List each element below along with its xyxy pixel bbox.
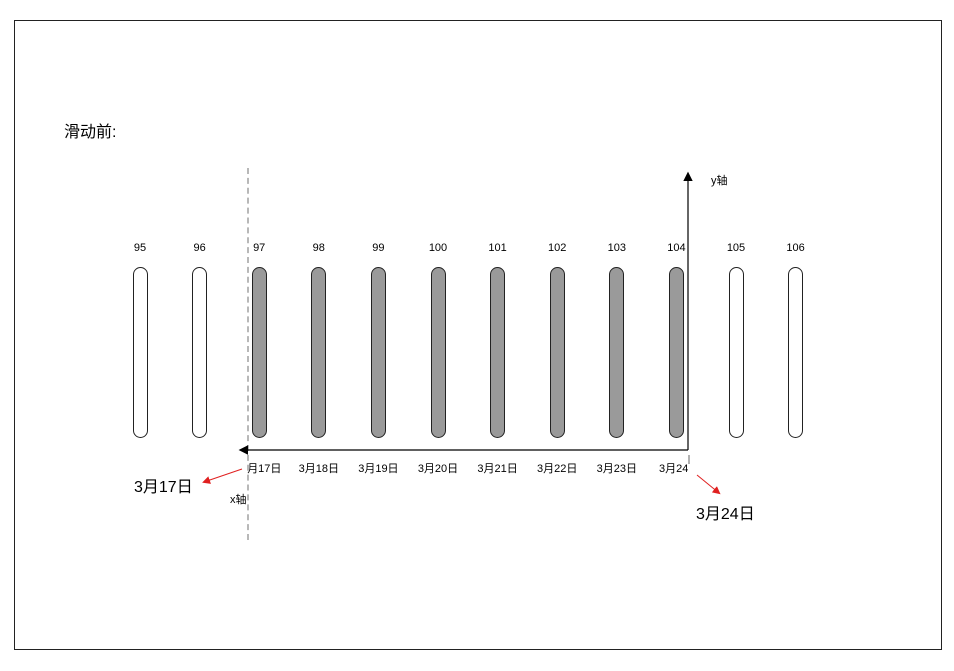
item-bar: [192, 267, 208, 438]
diagram-frame: [14, 20, 942, 650]
diagram-title: 滑动前:: [64, 124, 117, 141]
item-number: 102: [548, 242, 567, 254]
item-bar: [370, 267, 386, 438]
item-number: 99: [372, 242, 385, 254]
item-bar: [728, 267, 744, 438]
item-bar: [251, 267, 267, 438]
y-axis-label: y轴: [711, 175, 728, 187]
item-bar: [311, 267, 327, 438]
item-bar: [132, 267, 148, 438]
item-bar: [549, 267, 565, 438]
item-date-label: 3月18日: [298, 463, 339, 475]
item-date-label: 3月20日: [417, 463, 459, 475]
item-number: 103: [607, 242, 626, 254]
right-date-callout: 3月24日: [696, 506, 755, 523]
item-date-label: 3月21日: [477, 463, 518, 475]
item-date-label: 3月23日: [596, 463, 637, 475]
item-number: 104: [667, 242, 686, 254]
item-bar: [430, 267, 446, 438]
left-date-callout: 3月17日: [134, 479, 193, 496]
item-number: 97: [253, 242, 266, 254]
item-bar: [668, 267, 684, 438]
item-date-label: 3月24: [659, 463, 689, 475]
item-number: 100: [428, 242, 448, 254]
item-number: 105: [726, 242, 746, 254]
item-bar: [490, 267, 506, 438]
item-number: 98: [312, 242, 325, 254]
item-date-label: 月17日: [247, 463, 282, 475]
item-number: 96: [193, 242, 206, 254]
viewport-boundary-dashed-line: [247, 168, 249, 540]
item-date-label: 3月22日: [537, 463, 578, 475]
item-date-label: 3月19日: [358, 463, 399, 475]
item-bar: [788, 267, 804, 438]
item-bar: [609, 267, 625, 438]
item-number: 95: [133, 242, 147, 254]
x-axis-label: x轴: [230, 494, 247, 506]
item-number: 101: [488, 242, 507, 254]
left-callout-arrow: [202, 468, 243, 484]
right-callout-arrow: [696, 474, 721, 495]
item-number: 106: [786, 242, 805, 254]
